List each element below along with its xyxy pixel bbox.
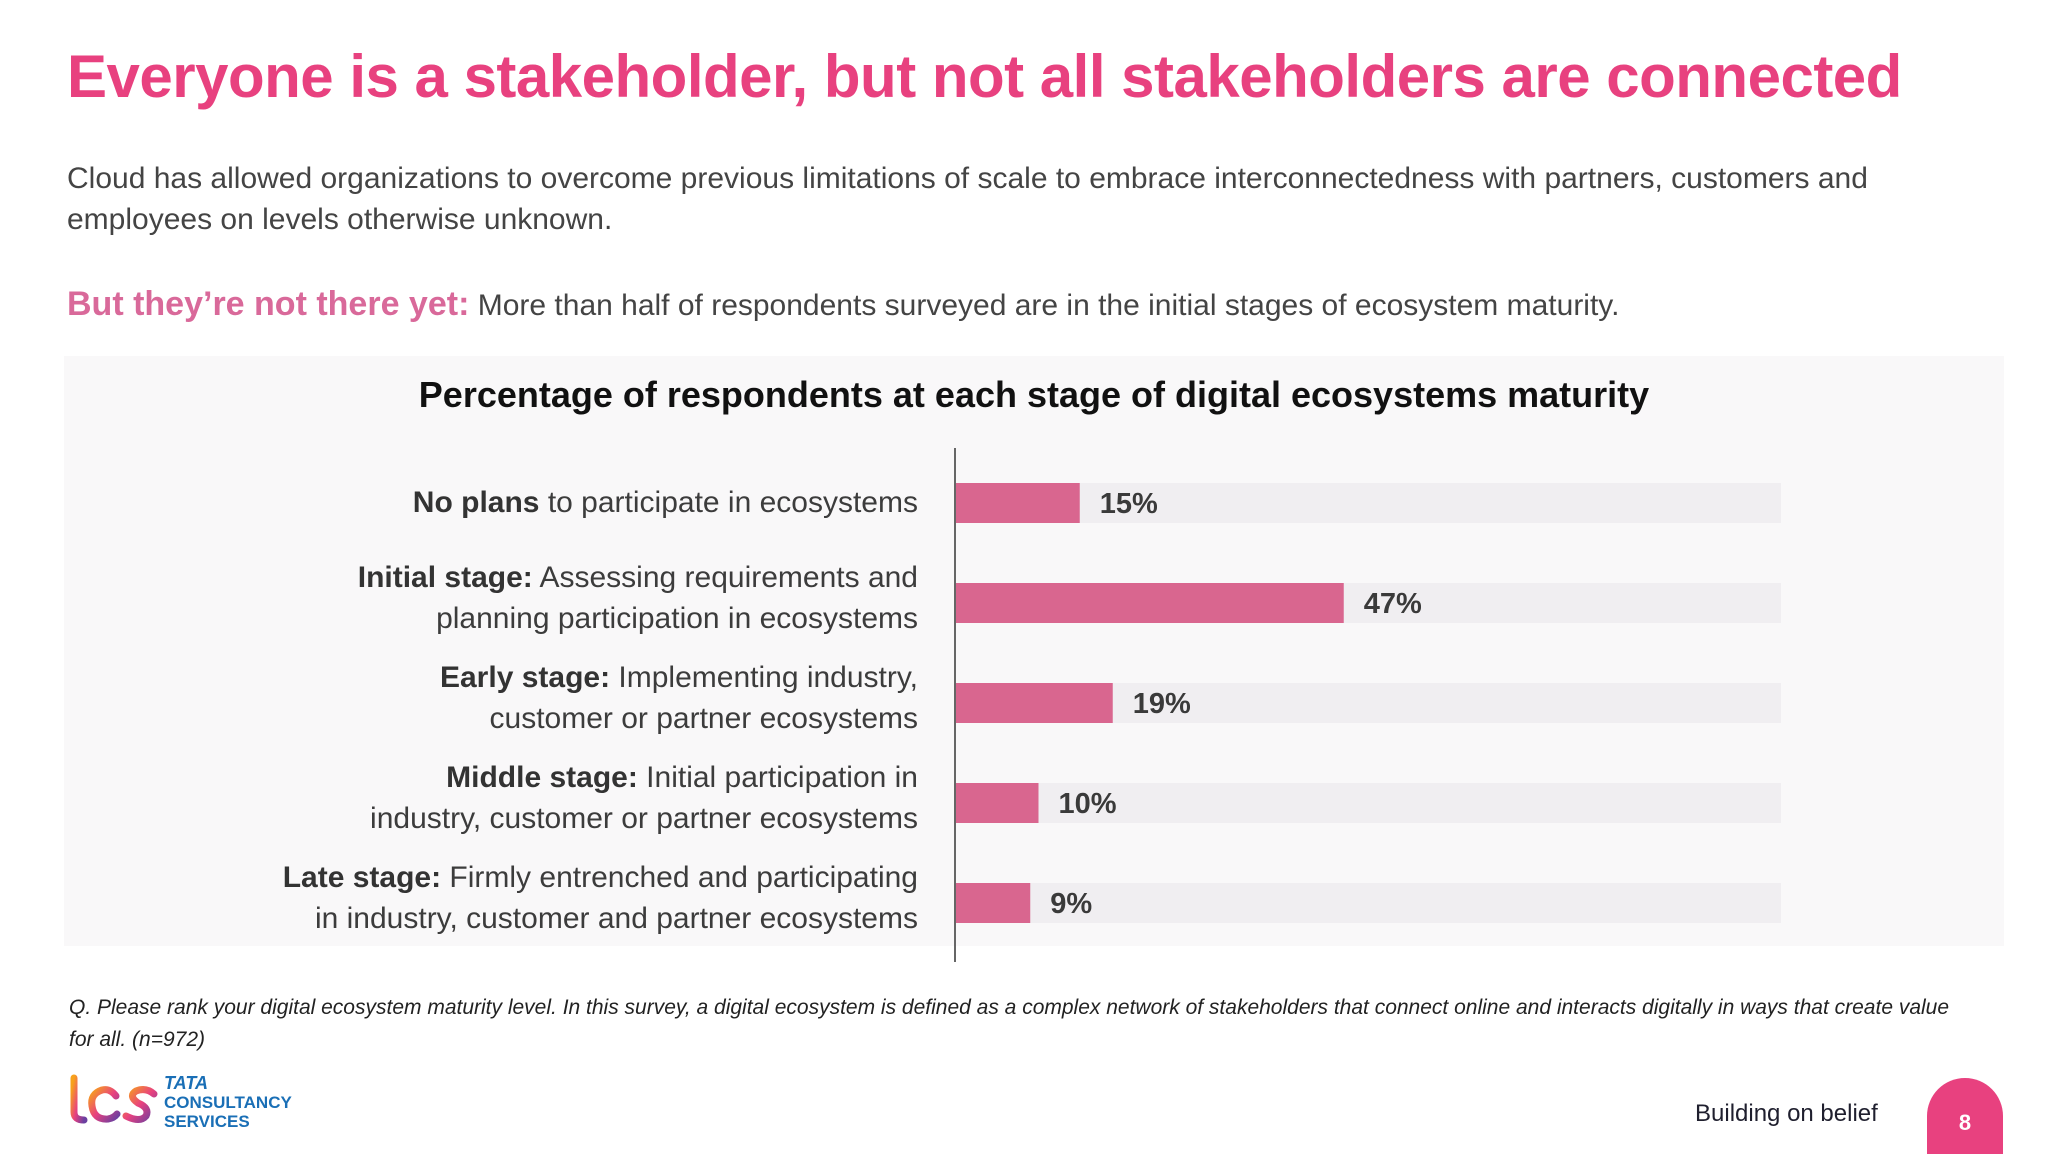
tagline: Building on belief (1695, 1100, 1878, 1127)
data-label: 9% (1050, 888, 1092, 920)
page-number-badge: 8 (1927, 1078, 2003, 1154)
callout-lead: But they’re not there yet: (67, 285, 470, 323)
brand-line-2: CONSULTANCY (164, 1093, 292, 1112)
category-label: Late stage: Firmly entrenched and partic… (282, 861, 918, 935)
slide-title: Everyone is a stakeholder, but not all s… (67, 43, 1902, 110)
bar (956, 483, 1080, 523)
brand-name: TATA CONSULTANCY SERVICES (164, 1073, 292, 1132)
category-label: Early stage: Implementing industry, custo… (439, 661, 918, 735)
callout-text: More than half of respondents surveyed a… (477, 289, 1620, 322)
bar (956, 883, 1031, 923)
intro-text: Cloud has allowed organizations to overc… (67, 162, 1868, 236)
bar (956, 583, 1344, 623)
category-label-bold: Initial stage: (357, 561, 533, 594)
brand-line-1: TATA (164, 1073, 208, 1093)
data-label: 10% (1059, 788, 1117, 820)
data-label: 47% (1364, 588, 1422, 620)
tcs-logo-icon (66, 1074, 158, 1124)
category-label: No plans to participate in ecosystems (412, 485, 918, 519)
chart-title: Percentage of respondents at each stage … (418, 374, 1650, 415)
bar-track (956, 883, 1781, 923)
category-label-bold: Early stage: (439, 661, 611, 694)
bar-track (956, 483, 1781, 523)
category-label-bold: No plans (412, 485, 540, 519)
bar-track (956, 783, 1781, 823)
footnote: Q. Please rank your digital ecosystem ma… (69, 996, 1950, 1051)
category-label-bold: Late stage: (282, 861, 442, 894)
data-label: 15% (1100, 488, 1158, 520)
bar (956, 683, 1113, 723)
category-label: Initial stage: Assessing requirements an… (357, 561, 918, 635)
category-label-bold: Middle stage: (446, 761, 638, 794)
bar (956, 783, 1039, 823)
category-label: Middle stage: Initial participation in in… (370, 761, 918, 835)
brand-line-3: SERVICES (164, 1112, 250, 1131)
data-label: 19% (1133, 688, 1191, 720)
chart-panel (64, 356, 2004, 946)
callout: But they’re not there yet: More than hal… (67, 285, 1619, 324)
